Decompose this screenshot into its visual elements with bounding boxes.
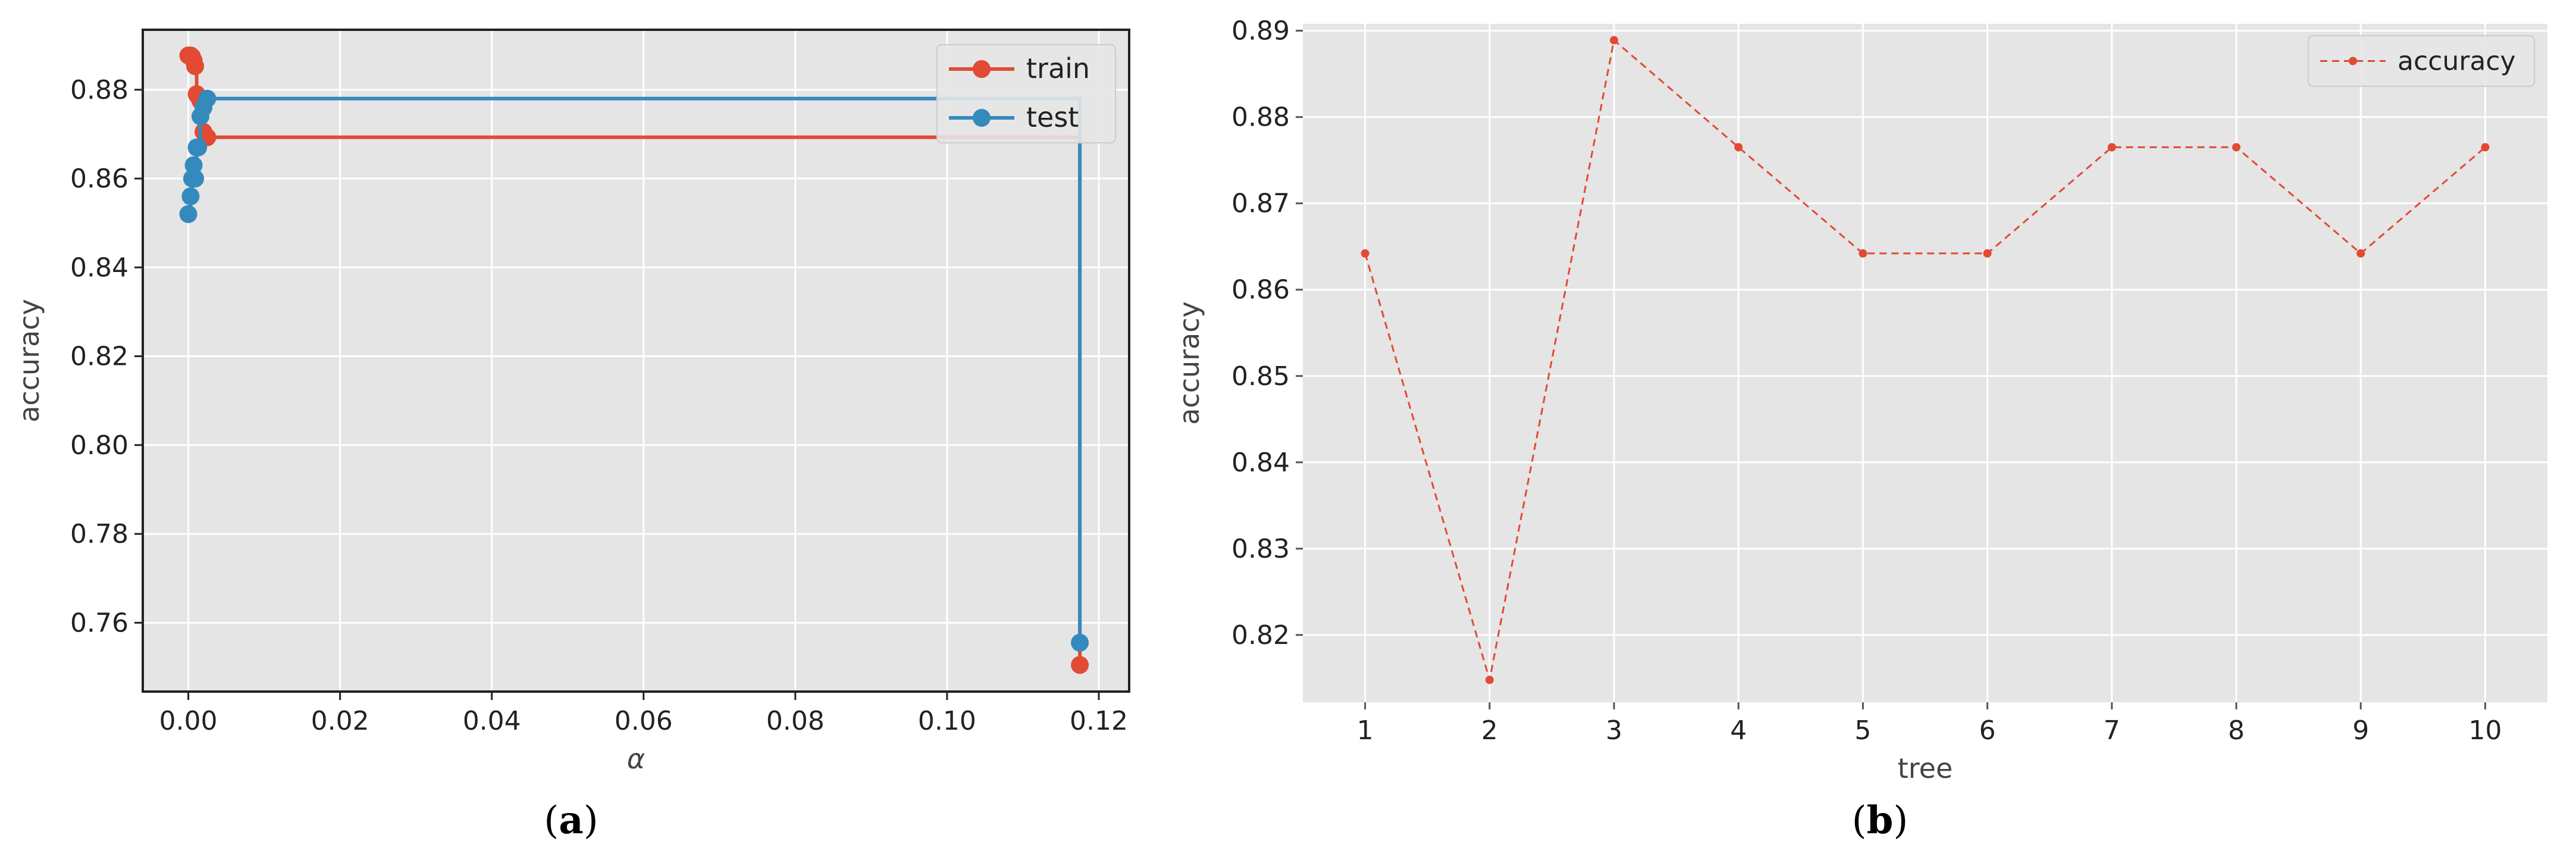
y-tick-label: 0.84 (70, 252, 129, 283)
legend-label: train (1026, 52, 1090, 85)
y-tick-label: 0.88 (1231, 102, 1290, 133)
legend-marker-train (973, 60, 991, 78)
y-tick-label: 0.78 (70, 519, 129, 549)
data-point-accuracy (2107, 143, 2116, 152)
x-axis-label: tree (1898, 752, 1953, 784)
y-axis-label: accuracy (1173, 301, 1205, 425)
y-tick-label: 0.85 (1231, 361, 1290, 392)
data-point-test (189, 138, 208, 157)
data-point-accuracy (1983, 249, 1992, 258)
caption-a: (a) (544, 798, 598, 843)
data-point-accuracy (1361, 249, 1370, 258)
data-point-test (198, 89, 217, 108)
plot-background (1303, 24, 2547, 702)
legend-box (2308, 35, 2535, 87)
x-axis-label: α (627, 743, 645, 775)
y-tick-label: 0.86 (70, 164, 129, 194)
x-tick-label: 0.00 (159, 706, 218, 736)
data-point-accuracy (1610, 36, 1618, 45)
x-tick-label: 6 (1979, 715, 1996, 746)
legend-marker-accuracy (2349, 57, 2357, 65)
caption-b: (b) (1852, 798, 1909, 843)
y-tick-label: 0.89 (1231, 16, 1290, 46)
x-tick-label: 7 (2104, 715, 2120, 746)
x-tick-label: 2 (1481, 715, 1498, 746)
series-line-accuracy (1364, 39, 2486, 681)
y-tick-label: 0.82 (70, 342, 129, 372)
data-point-accuracy (1485, 676, 1494, 684)
x-tick-label: 3 (1606, 715, 1622, 746)
x-tick-label: 8 (2228, 715, 2245, 746)
data-point-test (181, 187, 200, 205)
legend-label: test (1026, 101, 1079, 133)
data-point-accuracy (1859, 249, 1867, 258)
y-axis-label: accuracy (13, 299, 45, 423)
data-point-test (186, 170, 205, 188)
x-tick-label: 0.02 (311, 706, 369, 736)
plot-frame (142, 29, 1130, 693)
y-tick-label: 0.82 (1231, 620, 1290, 651)
y-tick-label: 0.80 (70, 430, 129, 461)
y-tick-label: 0.86 (1231, 275, 1290, 305)
y-tick-label: 0.76 (70, 608, 129, 638)
data-point-train (186, 57, 205, 76)
chart-panel-b: 1 2 3 4 5 6 7 8 9 10 0.82 0.83 0.84 0.85 0.86 0.87 0.88 0… (1173, 16, 2547, 784)
x-tick-label: 0.10 (918, 706, 976, 736)
data-point-train (1071, 656, 1089, 674)
legend-label: accuracy (2398, 46, 2516, 77)
x-tick-label: 5 (1854, 715, 1871, 746)
x-tick-label: 0.06 (615, 706, 673, 736)
chart-panel-a: 0.00 0.02 0.04 0.06 0.08 0.10 0.12 0.76 0.78 0.80… (13, 29, 1130, 775)
x-tick-label: 0.08 (766, 706, 825, 736)
x-tick-label: 0.04 (463, 706, 521, 736)
y-tick-label: 0.88 (70, 75, 129, 105)
data-point-test (1071, 633, 1089, 652)
data-point-accuracy (2232, 143, 2240, 152)
x-tick-label: 9 (2352, 715, 2369, 746)
y-tick-label: 0.87 (1231, 189, 1290, 219)
x-tick-label: 10 (2468, 715, 2502, 746)
data-point-accuracy (2481, 143, 2490, 152)
legend-marker-test (973, 109, 991, 127)
data-point-accuracy (1734, 143, 1743, 152)
data-point-test (184, 156, 203, 174)
x-tick-label: 4 (1730, 715, 1747, 746)
data-point-accuracy (2356, 249, 2365, 258)
x-tick-label: 0.12 (1070, 706, 1128, 736)
data-point-test (179, 205, 198, 223)
y-tick-label: 0.84 (1231, 448, 1290, 478)
x-tick-label: 1 (1357, 715, 1374, 746)
y-tick-label: 0.83 (1231, 534, 1290, 564)
